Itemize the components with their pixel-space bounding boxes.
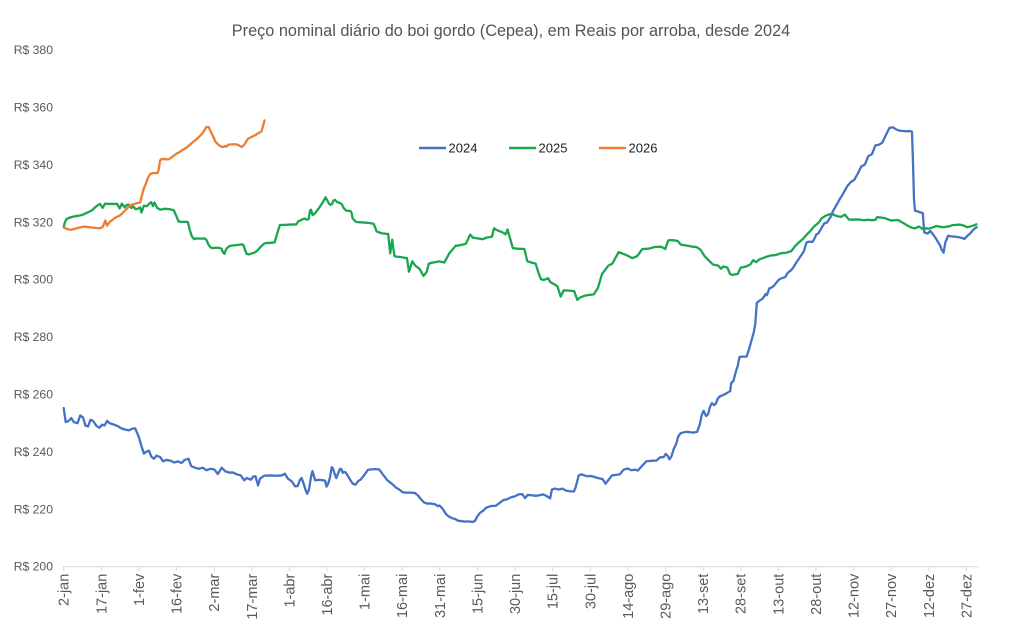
series-2026-line [62,119,266,231]
legend-label-2024: 2024 [449,141,478,156]
x-tick-label: 2-mar [207,574,223,612]
x-tick-label: 13-set [696,574,712,614]
y-axis: R$ 200 R$ 220 R$ 240 R$ 260 R$ 280 R$ 300 R$ 3… [14,43,54,574]
legend-item-2025: 2025 [509,141,567,156]
x-tick-label: 17-mar [245,574,261,620]
x-axis: 2-jan 17-jan 1-fev 16-fev 2-mar 17-mar 1-abr 16… [57,566,979,620]
legend-label-2025: 2025 [539,141,568,156]
y-tick-label: R$ 220 [14,502,54,516]
x-tick-label: 30-jun [508,574,524,614]
legend-label-2026: 2026 [629,141,658,156]
series-lines [62,119,978,524]
x-tick-label: 12-nov [847,573,863,618]
legend: 2024 2025 2026 [419,141,657,156]
y-tick-label: R$ 280 [14,330,54,344]
x-tick-label: 30-jul [583,574,599,609]
legend-item-2026: 2026 [599,141,657,156]
y-tick-label: R$ 380 [14,43,54,57]
x-tick-label: 15-jun [470,574,486,614]
x-tick-label: 28-out [809,574,825,615]
y-tick-label: R$ 360 [14,100,54,114]
x-tick-label: 12-dez [922,574,938,618]
x-tick-label: 15-jul [546,574,562,609]
series-2025-line [62,196,978,301]
x-tick-label: 27-dez [959,574,975,618]
y-tick-label: R$ 340 [14,158,54,172]
x-tick-label: 17-jan [94,574,110,614]
x-tick-label: 28-set [734,574,750,614]
x-tick-label: 16-mai [395,574,411,618]
x-tick-label: 14-ago [621,574,637,619]
chart-title: Preço nominal diário do boi gordo (Cepea… [232,22,790,40]
x-tick-label: 31-mai [433,574,449,618]
y-tick-label: R$ 240 [14,445,54,459]
y-tick-label: R$ 320 [14,215,54,229]
y-tick-label: R$ 260 [14,387,54,401]
legend-item-2024: 2024 [419,141,477,156]
x-tick-label: 13-out [771,574,787,615]
x-tick-label: 29-ago [659,574,675,619]
x-tick-label: 1-abr [282,574,298,608]
x-tick-label: 1-mai [358,574,374,610]
x-tick-label: 2-jan [57,574,73,606]
x-tick-label: 16-abr [320,574,336,616]
x-tick-label: 16-fev [170,573,186,614]
y-tick-label: R$ 300 [14,273,54,287]
x-tick-label: 27-nov [884,573,900,618]
y-tick-label: R$ 200 [14,560,54,574]
x-tick-label: 1-fev [132,573,148,606]
